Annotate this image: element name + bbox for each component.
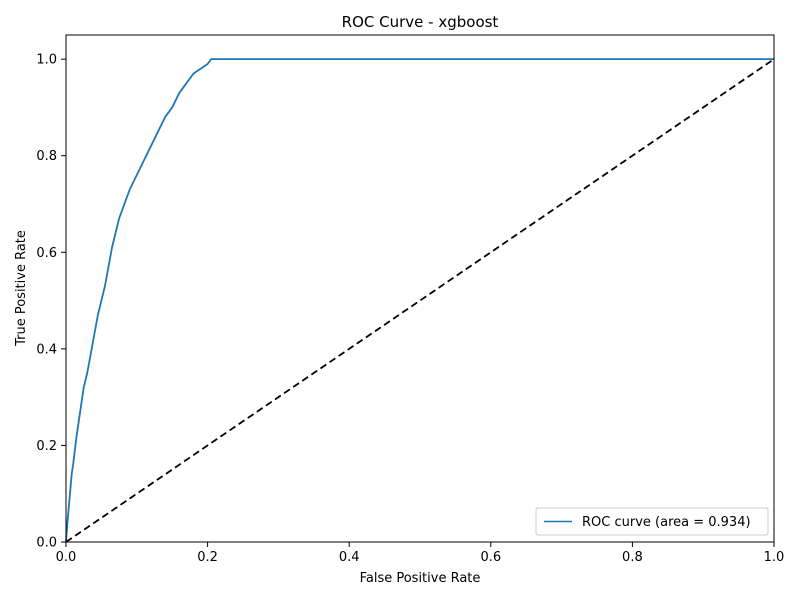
- y-axis: 0.0 0.2 0.4 0.6 0.8 1.0: [36, 53, 66, 551]
- y-tick-label: 0.4: [36, 342, 57, 357]
- x-axis-label: False Positive Rate: [360, 571, 481, 586]
- plot-area: 0.0 0.2 0.4 0.6 0.8 1.0 0.0 0.2 0.4 0.6 0.8 1.0: [36, 34, 785, 565]
- y-tick-label: 0.2: [36, 439, 57, 454]
- legend-entry-label: ROC curve (area = 0.934): [582, 515, 751, 530]
- x-tick-label: 0.6: [480, 550, 501, 565]
- legend: ROC curve (area = 0.934): [535, 507, 769, 536]
- y-axis-label: True Positive Rate: [14, 230, 29, 347]
- y-tick-label: 1.0: [36, 53, 57, 68]
- chance-diagonal-line: [65, 58, 775, 543]
- y-tick-label: 0.8: [36, 149, 57, 164]
- y-tick-label: 0.0: [36, 536, 57, 551]
- x-axis: 0.0 0.2 0.4 0.6 0.8 1.0: [56, 542, 785, 565]
- x-tick-label: 0.2: [197, 550, 218, 565]
- x-tick-label: 0.4: [339, 550, 360, 565]
- series-layer: [65, 58, 775, 543]
- x-tick-label: 0.8: [622, 550, 643, 565]
- plot-frame: [65, 34, 775, 543]
- legend-box: [535, 507, 769, 536]
- x-tick-label: 1.0: [764, 550, 785, 565]
- y-tick-label: 0.6: [36, 246, 57, 261]
- chart-title: ROC Curve - xgboost: [342, 13, 499, 31]
- x-tick-label: 0.0: [56, 550, 77, 565]
- roc-curve-line: [65, 58, 774, 543]
